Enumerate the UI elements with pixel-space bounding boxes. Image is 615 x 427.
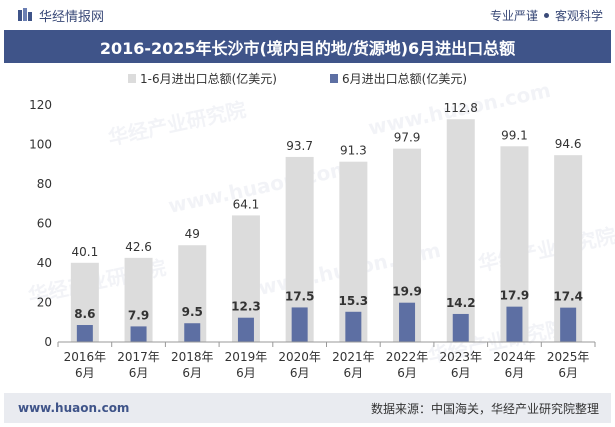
tagline: 专业严谨 客观科学 — [490, 7, 603, 24]
bar-monthly — [291, 307, 308, 342]
y-tick-label: 0 — [44, 335, 52, 349]
data-label-monthly: 9.5 — [182, 305, 203, 319]
y-tick-label: 20 — [37, 296, 52, 310]
legend: 1-6月进出口总额(亿美元) 6月进出口总额(亿美元) — [128, 71, 467, 86]
data-label-cumulative: 97.9 — [394, 131, 421, 145]
data-label-monthly: 15.3 — [339, 294, 369, 308]
bar-monthly — [237, 317, 254, 342]
data-source: 数据来源：中国海关，华经产业研究院整理 — [370, 401, 599, 416]
x-tick-label-line: 6月 — [451, 366, 471, 380]
x-tick-label: 2024年 6月 — [493, 350, 536, 380]
x-tick-label-line: 6月 — [558, 366, 578, 380]
x-tick-label-line: 6月 — [505, 366, 525, 380]
legend-swatch-2 — [330, 74, 338, 83]
x-tick-label-line: 2024年 — [493, 350, 536, 364]
x-tick-label: 2023年 6月 — [439, 350, 482, 380]
x-tick-label: 2025年 6月 — [547, 350, 590, 380]
watermark-text: 华经产业研究院 — [476, 223, 615, 276]
x-tick-label-line: 6月 — [344, 366, 364, 380]
legend-label-2: 6月进出口总额(亿美元) — [342, 71, 467, 86]
watermark-text: 华经产业研究院 — [106, 97, 248, 150]
x-tick-label-line: 6月 — [75, 366, 95, 380]
x-tick-label-line: 2020年 — [278, 350, 321, 364]
x-tick-label-line: 6月 — [129, 366, 149, 380]
x-tick-label: 2017年 6月 — [117, 350, 160, 380]
data-label-monthly: 19.9 — [392, 285, 422, 299]
bar-monthly — [345, 311, 362, 342]
x-tick-label: 2021年 6月 — [332, 350, 375, 380]
x-tick-label: 2019年 6月 — [225, 350, 268, 380]
chart-title: 2016-2025年长沙市(境内目的地/货源地)6月进出口总额 — [99, 38, 516, 58]
y-tick-label: 120 — [29, 98, 52, 112]
chart-area: 华经产业研究院 www.huaon.com华经产业研究院www.huaon.com… — [26, 71, 615, 380]
data-label-cumulative: 93.7 — [286, 139, 313, 153]
bar-monthly — [399, 302, 416, 342]
x-tick-label: 2022年 6月 — [386, 350, 429, 380]
bar-cumulative — [446, 119, 475, 342]
separator-dot-icon — [543, 12, 549, 18]
watermark-text: www.huaon.com — [166, 156, 353, 218]
tagline-left: 专业严谨 — [489, 8, 538, 23]
bar-monthly — [560, 307, 577, 342]
bar-monthly — [452, 313, 469, 342]
bars: 40.1 8.6 42.6 7.9 49 9.5 64.1 12.3 93.7 17.5 91.3 1… — [70, 101, 583, 342]
data-label-monthly: 12.3 — [231, 300, 261, 314]
x-tick-label-line: 2025年 — [547, 350, 590, 364]
footer: www.huaon.com 数据来源：中国海关，华经产业研究院整理 — [4, 393, 611, 423]
brand: 华经情报网 — [18, 6, 104, 25]
brand-name: 华经情报网 — [39, 9, 105, 25]
data-label-cumulative: 99.1 — [501, 128, 528, 142]
data-label-monthly: 8.6 — [74, 307, 95, 321]
data-label-cumulative: 49 — [185, 227, 200, 241]
y-tick-label: 40 — [37, 256, 52, 270]
data-label-cumulative: 91.3 — [340, 144, 367, 158]
bar-monthly — [184, 323, 201, 342]
legend-swatch-1 — [128, 74, 136, 83]
legend-label-1: 1-6月进出口总额(亿美元) — [140, 71, 277, 86]
data-label-cumulative: 64.1 — [233, 197, 260, 211]
x-tick-label-line: 6月 — [397, 366, 417, 380]
x-tick-label-line: 2016年 — [64, 350, 107, 364]
huajing-logo-icon — [18, 8, 32, 21]
x-tick-label: 2020年 6月 — [278, 350, 321, 380]
x-tick-label-line: 6月 — [182, 366, 202, 380]
x-tick-label-line: 2021年 — [332, 350, 375, 364]
data-label-cumulative: 40.1 — [71, 245, 98, 259]
data-label-monthly: 14.2 — [446, 296, 476, 310]
y-tick-label: 60 — [37, 217, 52, 231]
tagline-right: 客观科学 — [554, 8, 603, 23]
x-tick-label-line: 2023年 — [439, 350, 482, 364]
y-tick-label: 100 — [29, 138, 52, 152]
chart-title-bar: 2016-2025年长沙市(境内目的地/货源地)6月进出口总额 — [4, 30, 611, 63]
data-label-monthly: 17.5 — [285, 289, 315, 303]
x-tick-label-line: 6月 — [290, 366, 310, 380]
x-tick-label-line: 2018年 — [171, 350, 214, 364]
data-label-cumulative: 112.8 — [444, 101, 478, 115]
data-label-cumulative: 42.6 — [125, 240, 152, 254]
data-label-monthly: 17.4 — [553, 290, 583, 304]
x-tick-label: 2018年 6月 — [171, 350, 214, 380]
x-tick-label-line: 2022年 — [386, 350, 429, 364]
x-tick-label-line: 2017年 — [117, 350, 160, 364]
data-label-monthly: 7.9 — [128, 308, 149, 322]
data-label-monthly: 17.9 — [500, 289, 530, 303]
footer-url: www.huaon.com — [18, 401, 130, 415]
bar-monthly — [130, 326, 147, 342]
x-tick-label-line: 6月 — [236, 366, 256, 380]
top-bar: 华经情报网 专业严谨 客观科学 — [0, 0, 615, 30]
x-tick-label-line: 2019年 — [225, 350, 268, 364]
y-axis: 0 20 40 60 80 100 120 — [29, 98, 52, 349]
y-tick-label: 80 — [37, 177, 52, 191]
x-tick-label: 2016年 6月 — [64, 350, 107, 380]
bar-monthly — [506, 306, 523, 342]
bar-monthly — [76, 325, 93, 342]
data-label-cumulative: 94.6 — [555, 137, 582, 151]
